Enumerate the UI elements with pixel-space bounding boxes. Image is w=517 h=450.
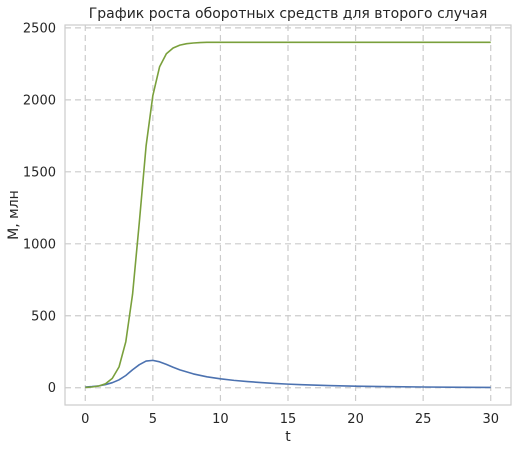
y-tick-label: 0 [48, 381, 56, 396]
chart-title: График роста оборотных средств для второ… [89, 6, 488, 22]
y-tick-labels: 0 500 1000 1500 2000 2500 [23, 21, 56, 396]
x-tick-label: 15 [280, 412, 297, 427]
y-tick-label: 1000 [23, 237, 56, 252]
y-tick-label: 2000 [23, 93, 56, 108]
y-tick-label: 1500 [23, 165, 56, 180]
plot-frame [64, 24, 512, 406]
grid [65, 25, 511, 405]
series-line-2 [85, 41, 491, 389]
series-group [85, 41, 491, 389]
y-tick-label: 2500 [23, 21, 56, 36]
x-tick-label: 30 [482, 412, 499, 427]
x-tick-label: 0 [81, 412, 89, 427]
x-tick-label: 10 [212, 412, 229, 427]
x-axis-label: t [285, 429, 291, 445]
x-tick-label: 25 [415, 412, 432, 427]
x-tick-labels: 0 5 10 15 20 25 30 [81, 412, 499, 427]
y-axis-label: M, млн [6, 190, 22, 240]
x-tick-label: 5 [149, 412, 157, 427]
series-line-1 [85, 359, 491, 389]
y-tick-label: 500 [31, 309, 56, 324]
x-tick-label: 20 [347, 412, 364, 427]
